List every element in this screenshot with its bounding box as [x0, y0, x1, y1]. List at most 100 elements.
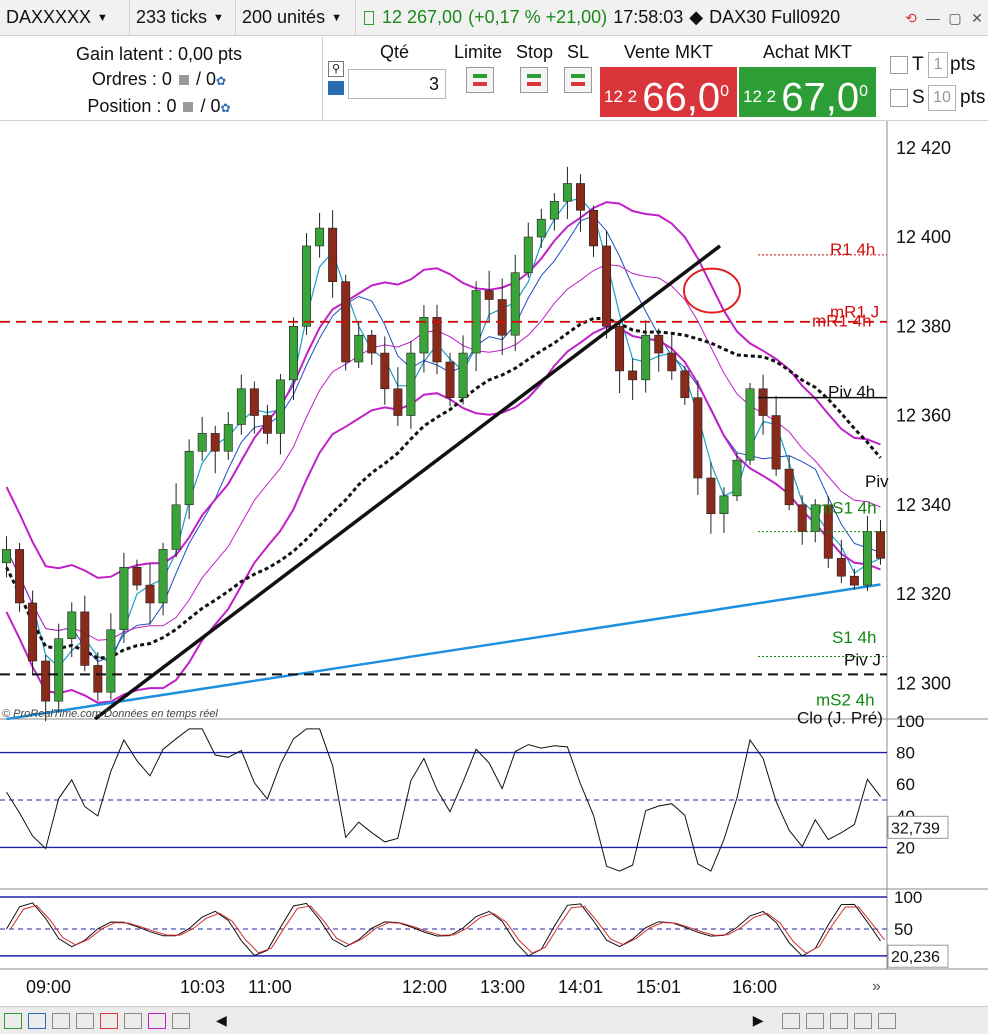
candle-body: [680, 370, 690, 398]
template-icon[interactable]: [124, 1012, 142, 1029]
redo-icon[interactable]: [805, 1012, 824, 1029]
candle-body: [93, 665, 103, 693]
settings-icon[interactable]: [172, 1012, 190, 1029]
top-toolbar: DAXXXXX ▼ 233 ticks ▼ 200 unités ▼ 12 26…: [0, 0, 988, 36]
ma-slow-line: [6, 583, 881, 721]
zoom-in-icon[interactable]: [829, 1012, 848, 1029]
candle-body: [236, 388, 246, 425]
candle-body: [145, 584, 155, 604]
candle-body: [54, 638, 64, 702]
candle-body: [797, 504, 807, 532]
gear-icon[interactable]: ✿: [220, 101, 231, 115]
rsi-tick-label: 60: [896, 775, 915, 794]
alert-icon[interactable]: [148, 1012, 166, 1029]
s-checkbox[interactable]: [890, 89, 908, 107]
sell-price: 66,00: [642, 67, 729, 122]
candle-body: [549, 201, 559, 220]
scroll-more-icon[interactable]: »: [872, 978, 881, 995]
candle-body: [289, 325, 298, 381]
share-icon[interactable]: [28, 1012, 46, 1029]
time-tick-label: 11:00: [248, 977, 292, 997]
candle-body: [823, 504, 833, 559]
price-tick-label: 12 340: [896, 495, 951, 515]
candle-body: [223, 424, 233, 452]
candle-body: [575, 183, 585, 211]
candle-body: [849, 575, 859, 586]
drawing-icon[interactable]: [100, 1012, 118, 1029]
s-value-input[interactable]: 10: [928, 85, 956, 111]
candle-body: [536, 218, 546, 238]
scroll-right-icon[interactable]: ▶: [752, 1012, 764, 1028]
chevron-down-icon: ▼: [331, 11, 342, 24]
buy-price-main: 67,0: [781, 75, 860, 120]
rsi-tick-label: 20: [896, 838, 915, 857]
gear-icon[interactable]: ✿: [216, 74, 227, 88]
units-label: 200 unités: [242, 7, 326, 27]
price-tick-label: 12 320: [896, 584, 951, 604]
search-icon[interactable]: [877, 1012, 896, 1029]
price-tick-label: 12 380: [896, 316, 951, 336]
candle-body: [393, 388, 403, 416]
close-icon[interactable]: ✕: [971, 9, 983, 26]
time-tick-label: 13:00: [480, 977, 525, 997]
quantity-input[interactable]: 3: [348, 69, 446, 99]
candle-body: [132, 566, 142, 586]
price-change: (+0,17 % +21,00): [468, 7, 608, 27]
last-price: 12 267,00: [382, 7, 463, 27]
position-icon[interactable]: [183, 102, 194, 112]
level-label-piv: Piv: [865, 472, 889, 491]
limit-order-button[interactable]: [466, 67, 494, 93]
refresh-icon[interactable]: ⟲: [905, 9, 917, 26]
chart-type-icon[interactable]: [4, 1012, 22, 1029]
buy-market-button[interactable]: 12 2 67,00: [739, 67, 876, 120]
restore-icon[interactable]: ▢: [948, 9, 962, 26]
price-tick-label: 12 400: [896, 227, 951, 247]
candle-body: [719, 495, 729, 515]
time-tick-label: 16:00: [732, 977, 777, 997]
orders-line: Ordres : 0 / 0✿: [0, 67, 318, 94]
candle-body: [510, 272, 520, 336]
stoch-value-box: [887, 944, 949, 968]
scroll-left-icon[interactable]: ◀: [216, 1012, 227, 1028]
layout-icon[interactable]: [52, 1012, 70, 1029]
sl-order-button[interactable]: [564, 67, 592, 93]
candle-body: [80, 611, 90, 666]
candle-body: [197, 433, 207, 452]
credit-text: © ProRealTime.com Données en temps réel: [2, 708, 218, 720]
undo-icon[interactable]: [781, 1012, 800, 1029]
time-tick-label: 09:00: [26, 977, 71, 997]
rsi-tick-label: 100: [896, 712, 924, 731]
t-checkbox[interactable]: [890, 56, 908, 74]
candle-body: [354, 334, 364, 363]
indicator-icon[interactable]: [76, 1012, 94, 1029]
wrench-icon[interactable]: ⚲: [328, 61, 344, 77]
candle-body: [41, 660, 51, 702]
rsi-tick-label: 80: [896, 744, 915, 763]
stoch-value: 20,236: [891, 949, 940, 966]
level-label-mr1: mR1 4h: [812, 311, 872, 330]
orders-total: / 0: [195, 69, 216, 89]
price-tick-label: 12 300: [896, 673, 951, 693]
candle-body: [67, 611, 77, 639]
candle-body: [171, 504, 181, 550]
orders-count: Ordres : 0: [91, 69, 172, 89]
minimize-icon[interactable]: —: [926, 10, 940, 26]
rsi-line: [6, 728, 881, 872]
candle-body: [106, 629, 116, 693]
zoom-out-icon[interactable]: [853, 1012, 872, 1029]
units-dropdown[interactable]: 200 unités ▼: [236, 0, 356, 36]
instrument-dropdown[interactable]: DAXXXXX ▼: [0, 0, 130, 36]
candle-body: [615, 325, 625, 372]
t-value-input[interactable]: 1: [928, 52, 948, 78]
time-tick-label: 14:01: [558, 977, 603, 997]
candle-body: [693, 397, 703, 479]
stoch-tick-label: 50: [894, 920, 913, 939]
level-label-r1: R1 4h: [830, 240, 875, 259]
keypad-icon[interactable]: [328, 81, 344, 95]
orders-icon[interactable]: [178, 75, 189, 85]
stop-order-button[interactable]: [520, 67, 548, 93]
sell-market-button[interactable]: 12 2 66,00: [600, 67, 737, 119]
candle-body: [602, 245, 612, 327]
ticks-dropdown[interactable]: 233 ticks ▼: [130, 0, 236, 36]
